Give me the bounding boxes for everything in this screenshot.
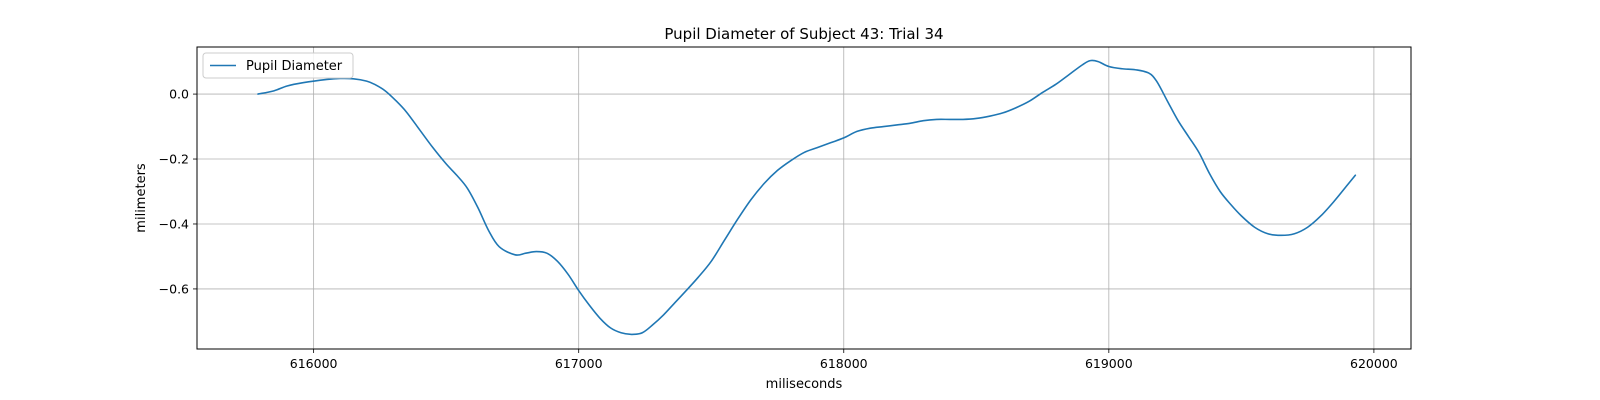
x-tick-label: 619000 xyxy=(1085,356,1133,371)
x-tick-label: 620000 xyxy=(1350,356,1398,371)
series-line-0 xyxy=(257,59,1357,336)
series-layer xyxy=(257,59,1357,336)
y-tick-label: −0.4 xyxy=(159,216,189,231)
y-tick-label: 0.0 xyxy=(169,87,189,102)
plot-frame xyxy=(196,46,1412,350)
x-tick-label: 616000 xyxy=(290,356,338,371)
x-tick-label: 618000 xyxy=(820,356,868,371)
y-axis-label: milimeters xyxy=(134,163,149,233)
y-tick-label: −0.2 xyxy=(159,152,189,167)
axis-ticks: 616000 617000 618000 619000 620000 0.0 −0.2 −0.… xyxy=(159,87,1398,371)
chart-title: Pupil Diameter of Subject 43: Trial 34 xyxy=(664,25,943,43)
legend-box xyxy=(202,52,354,79)
legend: Pupil Diameter xyxy=(202,52,354,79)
x-tick-label: 617000 xyxy=(555,356,603,371)
legend-entry: Pupil Diameter xyxy=(246,59,343,74)
x-axis-label: miliseconds xyxy=(766,377,843,392)
grid-lines xyxy=(197,47,1411,349)
y-tick-label: −0.6 xyxy=(159,281,189,296)
